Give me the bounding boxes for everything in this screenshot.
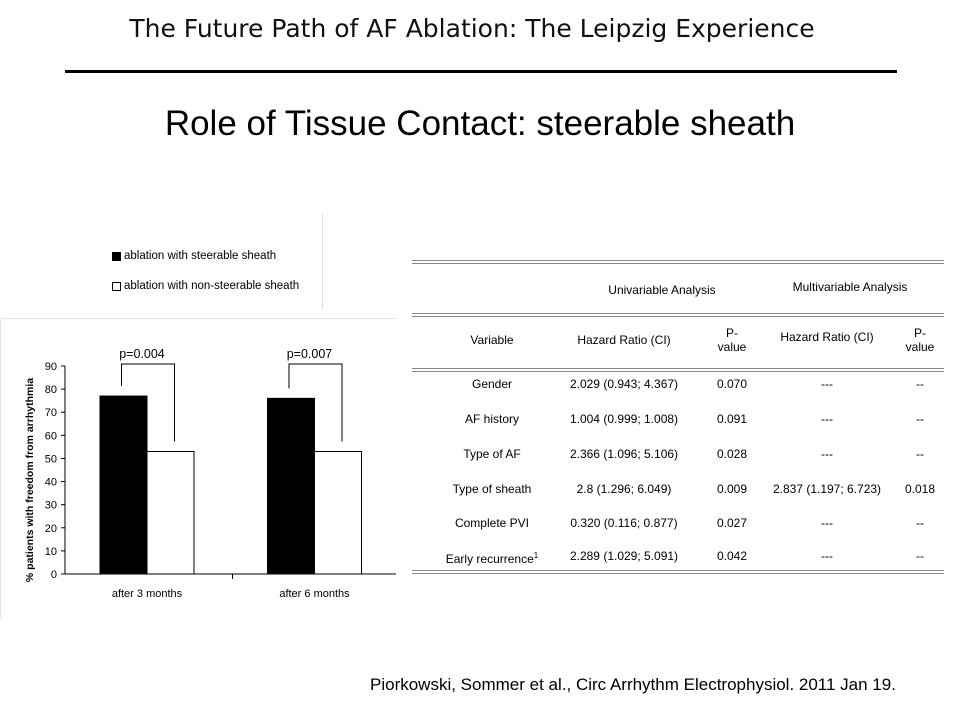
- group-header-univariable: Univariable Analysis: [608, 283, 716, 297]
- significance-bracket: [288, 363, 343, 442]
- significance-bracket: [121, 363, 175, 442]
- row-label: Gender: [471, 377, 513, 391]
- citation: Piorkowski, Sommer et al., Circ Arrhythm…: [370, 675, 896, 694]
- y-axis-label: % patients with freedom from arrhythmia: [24, 378, 36, 582]
- table-cell: --: [916, 447, 924, 461]
- y-tick-label: 60: [45, 430, 57, 442]
- table-cell: 0.070: [716, 377, 748, 391]
- y-tick-label: 80: [45, 384, 57, 396]
- bar-steerable: [267, 397, 315, 575]
- table-cell: 0.018: [904, 482, 936, 496]
- table-rule: [412, 368, 944, 369]
- legend-swatch-steerable: [112, 251, 121, 261]
- chart-frame: [0, 318, 397, 619]
- column-header: P- value: [717, 326, 747, 354]
- table-cell: 0.091: [716, 412, 748, 426]
- table-cell: 0.042: [716, 549, 748, 563]
- x-tick-label: after 6 months: [279, 588, 350, 600]
- legend-item-non-steerable: ablation with non-steerable sheath: [112, 280, 299, 292]
- row-label: Early recurrence1: [445, 551, 539, 566]
- table-cell: 2.8 (1.296; 6.049): [576, 482, 672, 496]
- legend-item-steerable: ablation with steerable sheath: [112, 250, 276, 262]
- table-rule: [412, 263, 944, 264]
- bar-non-steerable: [314, 451, 362, 575]
- y-tick-label: 20: [45, 523, 57, 535]
- legend-swatch-non-steerable: [112, 281, 121, 291]
- table-cell: 2.029 (0.943; 4.367): [569, 377, 679, 391]
- p-value-annotation: p=0.004: [119, 347, 165, 361]
- table-rule: [412, 371, 944, 372]
- table-cell: 2.366 (1.096; 5.106): [569, 447, 679, 461]
- header-divider: [65, 70, 897, 73]
- table-cell: 2.837 (1.197; 6.723): [772, 482, 882, 496]
- table-cell: ---: [821, 412, 833, 426]
- footnote-mark: 1: [533, 551, 539, 560]
- hazard-ratio-table: Univariable Analysis Multivariable Analys…: [412, 260, 944, 576]
- table-cell: 0.028: [716, 447, 748, 461]
- table-cell: --: [916, 516, 924, 530]
- table-cell: 0.027: [716, 516, 748, 530]
- table-rule: [412, 573, 944, 574]
- y-tick-label: 50: [45, 453, 57, 465]
- table-cell: ---: [821, 549, 833, 563]
- y-tick-label: 30: [45, 500, 57, 512]
- group-header-multivariable: Multivariable Analysis: [792, 280, 908, 294]
- table-cell: ---: [821, 516, 833, 530]
- bar-chart: 0 10 20 30 40 50 60 70 80 90 % patients with freed…: [24, 347, 396, 600]
- table-cell: --: [916, 412, 924, 426]
- chart-legend: ablation with steerable sheath ablation …: [100, 214, 323, 310]
- table-rule: [412, 570, 944, 571]
- table-cell: --: [916, 549, 924, 563]
- legend-label-steerable: ablation with steerable sheath: [124, 250, 277, 262]
- column-header: Hazard Ratio (CI): [780, 330, 874, 344]
- table-cell: 2.289 (1.029; 5.091): [569, 549, 679, 563]
- header-title: The Future Path of AF Ablation: The Leip…: [129, 14, 815, 43]
- table-cell: 0.320 (0.116; 0.877): [570, 516, 678, 530]
- table-rule: [412, 313, 944, 314]
- row-label: Type of sheath: [452, 482, 532, 496]
- table-rule: [412, 316, 944, 317]
- y-tick-label: 40: [45, 477, 57, 489]
- row-label: Complete PVI: [454, 516, 530, 530]
- bar-non-steerable: [146, 451, 195, 575]
- bar-steerable: [99, 395, 148, 575]
- slide-title: Role of Tissue Contact: steerable sheath: [164, 104, 796, 143]
- table-cell: --: [916, 377, 924, 391]
- row-label: AF history: [464, 412, 519, 426]
- column-header: P- value: [905, 326, 935, 354]
- y-tick-label: 90: [45, 361, 57, 373]
- table-cell: ---: [821, 447, 833, 461]
- y-tick-label: 70: [45, 407, 57, 419]
- table-cell: 1.004 (0.999; 1.008): [569, 412, 679, 426]
- column-header: Variable: [470, 333, 514, 347]
- table-rule: [412, 260, 944, 261]
- row-label: Type of AF: [463, 447, 521, 461]
- column-header: Hazard Ratio (CI): [577, 333, 671, 347]
- legend-label-non-steerable: ablation with non-steerable sheath: [124, 280, 300, 292]
- table-cell: 0.009: [716, 482, 748, 496]
- table-cell: ---: [821, 377, 833, 391]
- y-tick-label: 0: [51, 569, 57, 581]
- x-tick-label: after 3 months: [112, 588, 183, 600]
- y-tick-label: 10: [45, 546, 57, 558]
- p-value-annotation: p=0.007: [287, 347, 333, 361]
